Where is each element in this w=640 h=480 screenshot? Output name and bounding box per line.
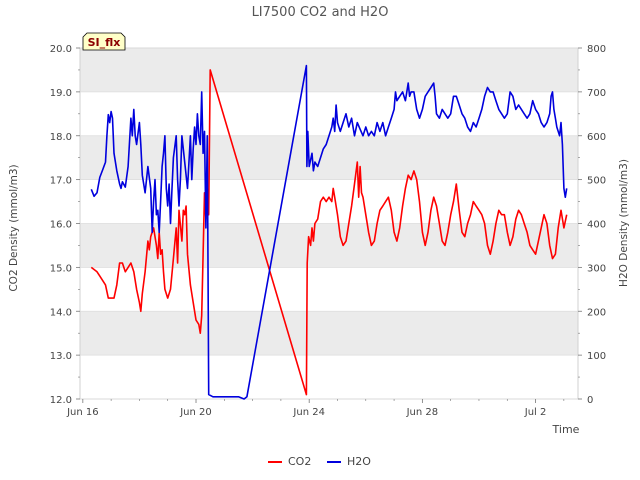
y-left-tick-label: 16.0 [50, 220, 72, 231]
y-left-tick-label: 20.0 [50, 44, 72, 55]
plot-band [80, 48, 578, 92]
plot-band [80, 311, 578, 356]
y-left-tick-label: 14.0 [50, 307, 72, 318]
y-axis-right-label: H2O Density (mmol/m3) [618, 159, 630, 287]
y-left-tick-label: 19.0 [50, 88, 72, 99]
y-right-tick-label: 300 [587, 263, 606, 274]
y-right-tick-label: 400 [587, 220, 606, 231]
si-flx-badge: SI_flx [82, 32, 126, 51]
y-left-tick-label: 13.0 [50, 351, 72, 362]
y-axis-left-label: CO2 Density (mmol/m3) [8, 164, 20, 291]
plot-band [80, 135, 578, 180]
grid-lines [80, 47, 578, 400]
series-line-co2 [90, 69, 568, 396]
y-right-tick-label: 200 [587, 307, 606, 318]
y-right-tick-label: 100 [587, 351, 606, 362]
plot-bands [80, 48, 578, 356]
legend-co2-label: CO2 [288, 455, 311, 468]
y-right-tick-label: 0 [587, 395, 593, 406]
chart-title: LI7500 CO2 and H2O [252, 5, 389, 20]
y-left-tick-label: 17.0 [50, 176, 72, 187]
x-tick-label: Jun 24 [292, 407, 325, 418]
x-axis-label: Time [552, 423, 580, 436]
badge-label: SI_flx [88, 36, 121, 49]
badge-shape [82, 32, 126, 51]
axis-ticks: 12.0 13.0 14.0 15.0 16.0 17.0 18.0 19.0 20.0 0 100… [50, 44, 606, 418]
series-group [90, 64, 568, 400]
x-tick-label: Jun 20 [179, 407, 212, 418]
y-left-tick-label: 15.0 [50, 263, 72, 274]
y-left-tick-label: 18.0 [50, 132, 72, 143]
y-right-tick-label: 600 [587, 132, 606, 143]
x-tick-label: Jun 28 [406, 407, 439, 418]
series-line-h2o [90, 64, 568, 400]
x-tick-label: Jul 2 [524, 407, 547, 418]
y-right-tick-label: 800 [587, 44, 606, 55]
legend-h2o-label: H2O [347, 455, 371, 468]
y-right-tick-label: 500 [587, 176, 606, 187]
x-tick-label: Jun 16 [66, 407, 99, 418]
legend: CO2 H2O [268, 455, 371, 468]
y-left-tick-label: 12.0 [50, 395, 72, 406]
y-right-tick-label: 700 [587, 88, 606, 99]
